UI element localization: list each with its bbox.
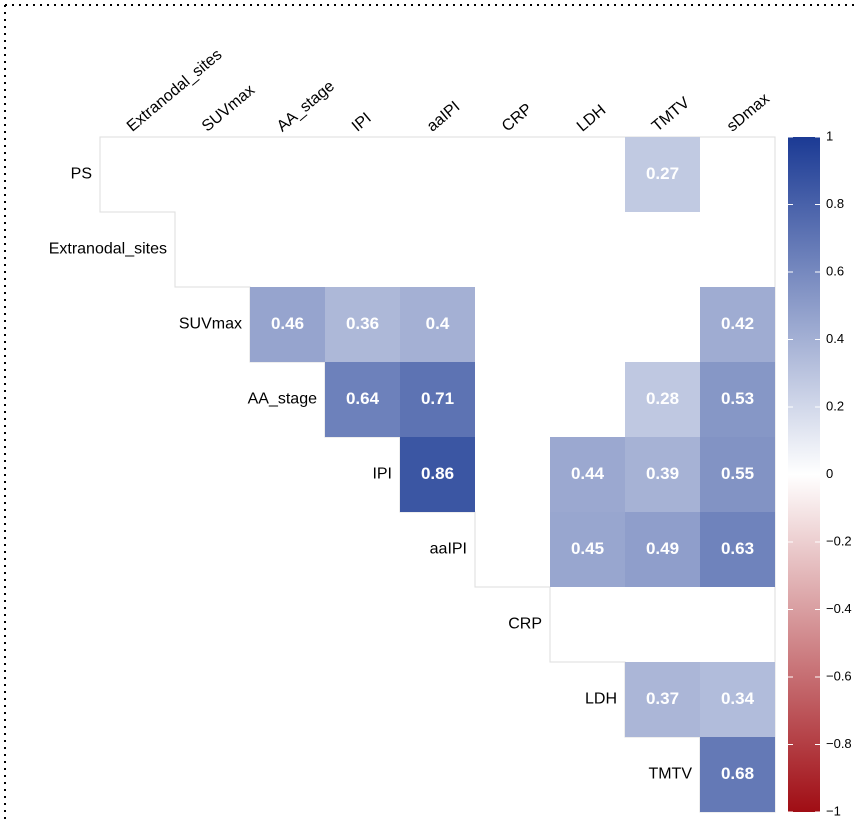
cell — [325, 362, 400, 437]
column-label: IPI — [349, 110, 375, 136]
cell — [400, 437, 475, 512]
column-label: aaIPI — [424, 98, 464, 135]
value-label: 0.28 — [646, 389, 679, 408]
cell — [700, 287, 775, 362]
row-label: IPI — [372, 466, 392, 483]
value-label: 0.37 — [646, 689, 679, 708]
row-label: aaIPI — [430, 541, 467, 558]
cell — [550, 437, 625, 512]
colorbar — [788, 137, 820, 812]
row-label: PS — [71, 166, 92, 183]
value-label: 0.53 — [721, 389, 754, 408]
value-label: 0.27 — [646, 164, 679, 183]
row-label: AA_stage — [248, 391, 317, 408]
value-label: 0.64 — [346, 389, 380, 408]
value-label: 0.39 — [646, 464, 679, 483]
colorbar-tick-label: −0.2 — [826, 533, 852, 548]
value-label: 0.55 — [721, 464, 754, 483]
value-label: 0.63 — [721, 539, 754, 558]
colorbar-tick-label: −0.4 — [826, 601, 852, 616]
row-label: SUVmax — [179, 316, 242, 333]
cell — [400, 362, 475, 437]
column-label: TMTV — [649, 94, 694, 135]
cell — [700, 662, 775, 737]
cell — [625, 137, 700, 212]
column-label: sDmax — [724, 90, 773, 135]
colorbar-tick-label: 0.6 — [826, 263, 844, 278]
cell — [550, 512, 625, 587]
column-label: LDH — [574, 102, 609, 136]
colorbar-tick-label: −0.6 — [826, 668, 852, 683]
row-label: TMTV — [648, 766, 692, 783]
value-label: 0.34 — [721, 689, 755, 708]
cell — [325, 287, 400, 362]
value-label: 0.42 — [721, 314, 754, 333]
colorbar-tick-label: 1 — [826, 128, 833, 143]
colorbar-tick-label: 0 — [826, 466, 833, 481]
cell — [700, 362, 775, 437]
cell — [625, 362, 700, 437]
column-label: AA_stage — [274, 78, 338, 136]
value-label: 0.68 — [721, 764, 754, 783]
row-label: LDH — [585, 691, 617, 708]
value-label: 0.45 — [571, 539, 604, 558]
colorbar-tick-label: 0.2 — [826, 398, 844, 413]
colorbar-tick-label: −1 — [826, 803, 841, 818]
cell — [625, 662, 700, 737]
cell — [625, 512, 700, 587]
cell — [400, 287, 475, 362]
value-label: 0.44 — [571, 464, 605, 483]
colorbar-tick-label: −0.8 — [826, 736, 852, 751]
row-label: Extranodal_sites — [49, 241, 167, 258]
colorbar-tick-label: 0.8 — [826, 196, 844, 211]
cell — [700, 437, 775, 512]
value-label: 0.86 — [421, 464, 454, 483]
cell — [700, 737, 775, 812]
cell — [625, 437, 700, 512]
value-label: 0.4 — [426, 314, 450, 333]
value-label: 0.71 — [421, 389, 454, 408]
value-label: 0.36 — [346, 314, 379, 333]
cell — [700, 512, 775, 587]
column-label: SUVmax — [199, 82, 258, 136]
value-label: 0.49 — [646, 539, 679, 558]
row-label: CRP — [508, 616, 542, 633]
column-label: CRP — [499, 101, 536, 136]
cell — [250, 287, 325, 362]
value-label: 0.46 — [271, 314, 304, 333]
colorbar-tick-label: 0.4 — [826, 331, 844, 346]
